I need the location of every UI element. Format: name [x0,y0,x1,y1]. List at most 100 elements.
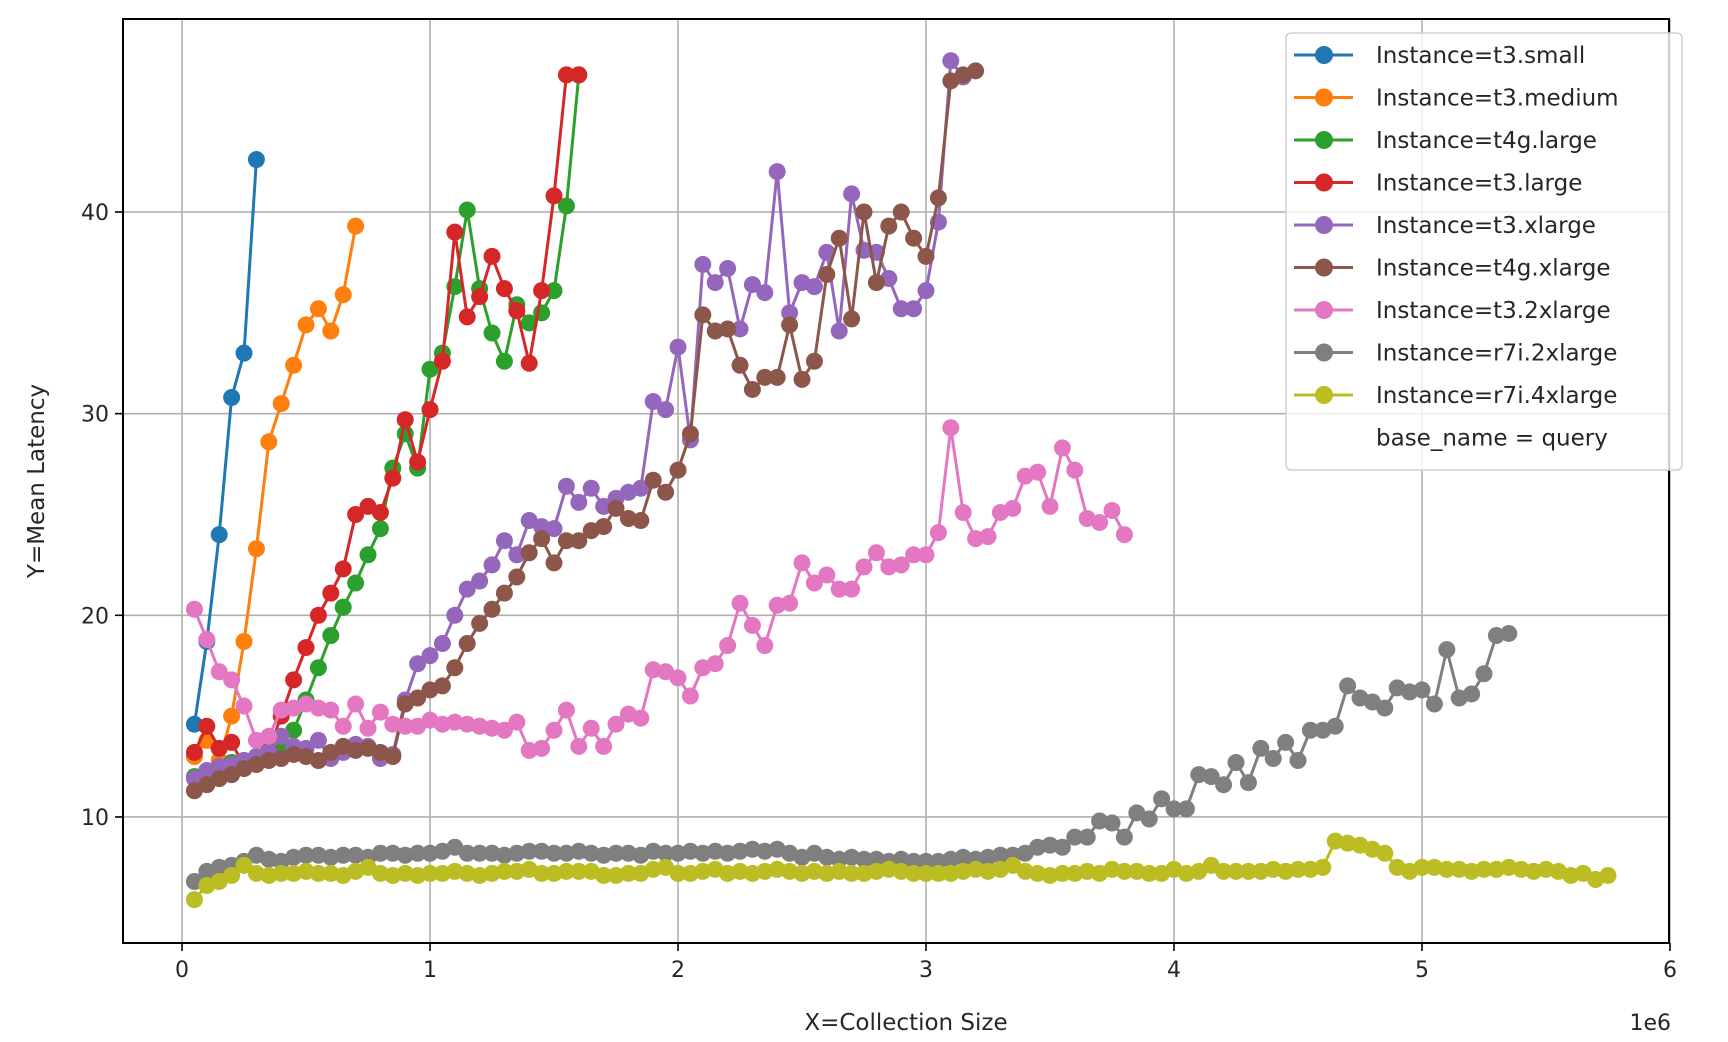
legend-label: Instance=t4g.xlarge [1376,256,1611,282]
data-point [272,395,290,413]
x-tick-label: 2 [671,958,685,983]
data-point [520,842,538,860]
data-point [756,284,774,302]
data-point [334,286,352,304]
data-point [334,598,352,616]
data-point [570,66,588,84]
series-instance-t3-medium [185,217,365,769]
data-point [533,864,551,882]
data-point [1438,860,1456,878]
data-point [1277,733,1295,751]
data-point [1252,739,1270,757]
data-point [1115,828,1133,846]
data-point [843,310,861,328]
data-point [743,276,761,294]
data-point [322,584,340,602]
x-tick-label: 1 [423,958,437,983]
series-line [193,225,358,762]
legend-label: Instance=r7i.4xlarge [1376,383,1617,409]
data-point [520,314,538,332]
legend-label: Instance=r7i.2xlarge [1376,341,1617,367]
data-point [198,631,216,649]
legend-marker-icon [1315,301,1333,319]
data-point [223,733,241,751]
data-point [1066,461,1084,479]
data-point [235,633,253,651]
data-point [1215,862,1233,880]
data-point [371,503,389,521]
data-point [1599,866,1617,884]
data-point [1475,860,1493,878]
data-point [185,743,203,761]
data-point [433,677,451,695]
data-point [582,479,600,497]
data-point [545,844,563,862]
data-point [830,322,848,340]
legend-box [1285,32,1683,471]
data-point [892,556,910,574]
data-point [483,556,501,574]
data-point [781,594,799,612]
data-point [359,719,377,737]
data-point [371,703,389,721]
data-point [818,266,836,284]
data-point [309,659,327,677]
data-point [570,862,588,880]
data-point [867,544,885,562]
data-point [235,344,253,362]
data-point [681,687,699,705]
data-point [1078,828,1096,846]
data-point [223,671,241,689]
data-point [359,546,377,564]
data-point [495,532,513,550]
x-axis-offset-text: 1e6 [1629,1011,1671,1036]
data-point [1115,862,1133,880]
y-tick-label: 10 [81,806,109,831]
data-point [843,580,861,598]
data-point [557,532,575,550]
data-point [706,274,724,292]
legend-marker-icon [1315,216,1333,234]
data-point [1177,800,1195,818]
data-point [545,282,563,300]
data-point [905,300,923,318]
data-point [657,401,675,419]
data-point [1103,814,1121,832]
legend: Instance=t3.small Instance=t3.medium Insta… [1285,32,1683,471]
data-point [533,530,551,548]
data-point [421,401,439,419]
data-point [818,566,836,584]
data-point [1227,754,1245,772]
data-point [446,223,464,241]
y-axis-ticks: 10 20 30 40 [81,201,123,831]
data-point [731,356,749,374]
data-point [855,850,873,868]
data-point [557,66,575,84]
data-point [1202,768,1220,786]
data-point [1339,677,1357,695]
x-tick-label: 4 [1167,958,1181,983]
data-point [892,300,910,318]
data-point [929,189,947,207]
legend-marker-icon [1315,386,1333,404]
data-point [1115,526,1133,544]
data-point [595,737,613,755]
data-point [235,856,253,874]
legend-label: Instance=t3.large [1376,171,1582,197]
data-point [297,639,315,657]
data-point [793,554,811,572]
data-point [1500,624,1518,642]
data-point [557,477,575,495]
data-point [421,864,439,882]
legend-item: Instance=t3.2xlarge [1294,298,1611,324]
data-point [706,655,724,673]
data-point [495,721,513,739]
x-tick-label: 6 [1663,958,1677,983]
data-point [223,866,241,884]
data-point [495,280,513,298]
data-point [471,572,489,590]
data-point [731,320,749,338]
data-point [421,647,439,665]
data-point [495,584,513,602]
